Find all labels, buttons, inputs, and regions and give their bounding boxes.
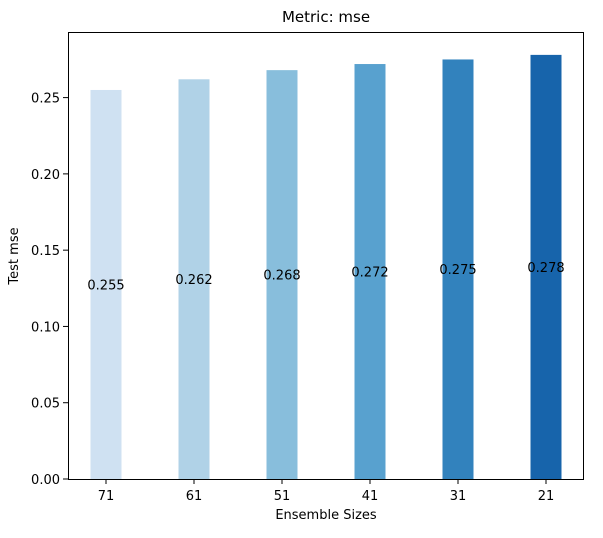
x-tick-label: 51: [274, 489, 291, 504]
bar-51: [266, 70, 298, 480]
chart-title: Metric: mse: [282, 8, 370, 26]
data-labels-layer: 0.255 0.262 0.268 0.272 0.275 0.278: [87, 261, 564, 294]
y-tick-label: 0.20: [31, 168, 60, 183]
x-axis: 71 61 51 41 31 21: [98, 479, 555, 504]
y-axis-label: Test mse: [7, 227, 22, 285]
bar-31: [442, 59, 474, 479]
bar-41: [354, 64, 386, 480]
bar-71: [90, 89, 122, 480]
x-tick-label: 41: [362, 489, 379, 504]
bars-layer: [90, 54, 562, 480]
data-label-21: 0.278: [527, 261, 564, 276]
y-tick-label: 0.25: [31, 92, 60, 107]
x-axis-label: Ensemble Sizes: [275, 508, 377, 523]
x-tick-label: 31: [450, 489, 467, 504]
y-tick-label: 0.15: [31, 244, 60, 259]
y-tick-label: 0.05: [31, 397, 60, 412]
x-tick-label: 21: [538, 489, 555, 504]
data-label-41: 0.272: [351, 266, 388, 281]
y-axis: 0.00 0.05 0.10 0.15 0.20 0.25: [31, 92, 68, 488]
x-tick-label: 61: [186, 489, 203, 504]
x-tick-label: 71: [98, 489, 115, 504]
data-label-31: 0.275: [439, 263, 476, 278]
bar-21: [530, 54, 562, 479]
data-label-61: 0.262: [175, 273, 212, 288]
data-label-51: 0.268: [263, 269, 300, 284]
bar-61: [178, 79, 210, 479]
y-tick-label: 0.10: [31, 320, 60, 335]
plot-frame: [68, 32, 584, 480]
data-label-71: 0.255: [87, 278, 124, 293]
y-tick-label: 0.00: [31, 473, 60, 488]
